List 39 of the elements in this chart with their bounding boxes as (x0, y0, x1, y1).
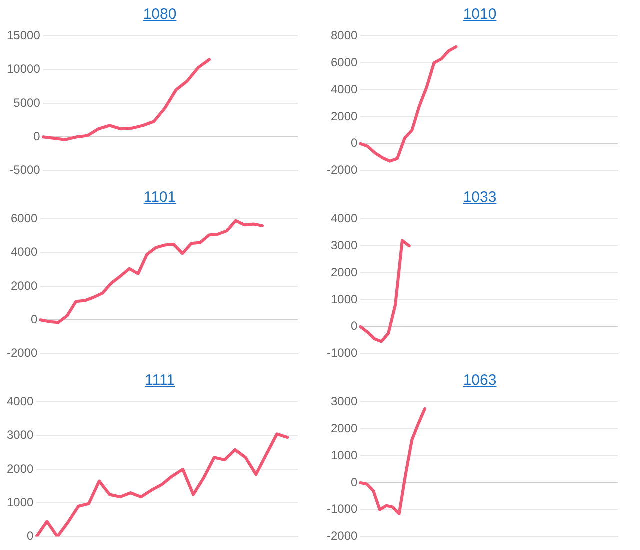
y-tick-label: 0 (27, 529, 34, 544)
y-tick-label: 4000 (330, 82, 358, 96)
y-tick-label: 2000 (330, 265, 358, 280)
y-tick-label: 3000 (6, 428, 34, 442)
y-tick-label: 4000 (330, 212, 358, 226)
y-tick-label: 5000 (14, 96, 41, 110)
y-tick-label: -5000 (10, 163, 41, 178)
chart-title: 1111 (144, 371, 176, 391)
y-tick-label: 0 (351, 136, 358, 150)
chart-title: 1033 (462, 188, 498, 208)
chart-title: 1010 (462, 5, 498, 25)
y-tick-label: 3000 (330, 238, 358, 252)
y-tick-label: 8000 (330, 28, 358, 43)
y-tick-label: 2000 (330, 421, 358, 436)
y-tick-label: 6000 (330, 55, 358, 70)
chart-title: 1080 (142, 5, 178, 25)
y-tick-label: 15000 (6, 28, 41, 43)
y-tick-label: 10000 (6, 62, 41, 76)
y-tick-label: 1000 (330, 448, 358, 462)
y-tick-label: 2000 (10, 278, 38, 293)
y-tick-label: -1000 (326, 502, 358, 516)
y-tick-label: 2000 (6, 462, 34, 476)
y-tick-label: -2000 (326, 163, 358, 178)
y-tick-label: 1000 (6, 495, 34, 510)
y-tick-label: -2000 (326, 529, 358, 544)
y-tick-label: 1000 (330, 292, 358, 306)
y-tick-label: 0 (351, 475, 358, 490)
y-tick-label: -2000 (6, 346, 38, 360)
y-tick-label: 0 (31, 312, 38, 326)
chart-title: 1101 (142, 188, 178, 208)
y-tick-label: 0 (34, 129, 41, 144)
y-tick-label: 4000 (6, 394, 34, 409)
y-tick-label: 4000 (10, 245, 38, 260)
y-tick-label: -1000 (326, 346, 358, 360)
chart-title: 1063 (462, 371, 498, 391)
y-tick-label: 3000 (330, 394, 358, 409)
y-tick-label: 0 (351, 319, 358, 334)
y-tick-label: 6000 (10, 212, 38, 226)
y-tick-label: 2000 (330, 109, 358, 124)
